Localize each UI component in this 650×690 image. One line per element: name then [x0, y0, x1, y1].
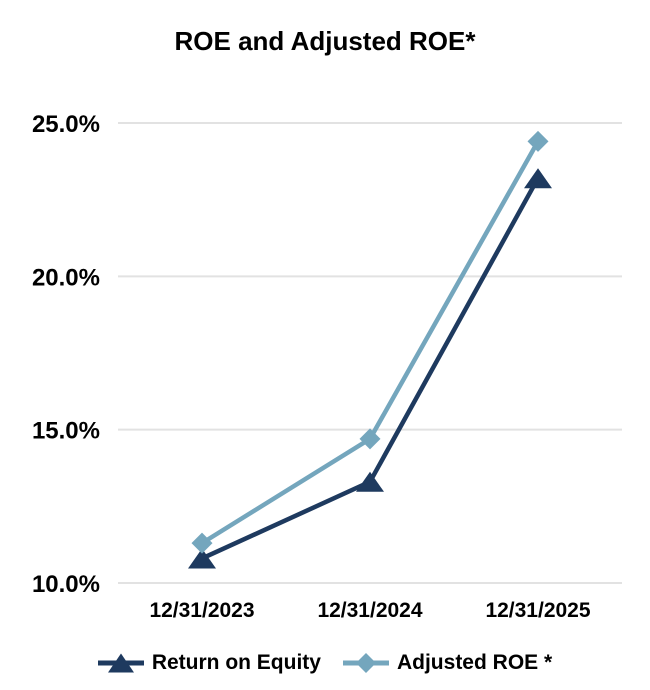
legend: Return on Equity Adjusted ROE *: [0, 642, 650, 684]
y-tick-label: 20.0%: [32, 264, 100, 291]
diamond-marker-icon: [191, 532, 213, 554]
y-tick-label: 10.0%: [32, 571, 100, 598]
x-category-label: 12/31/2023: [149, 599, 254, 622]
legend-item-adjusted-roe: Adjusted ROE *: [342, 648, 553, 678]
chart-title: ROE and Adjusted ROE*: [174, 26, 476, 56]
diamond-marker-icon: [355, 653, 376, 673]
triangle-marker-icon: [524, 168, 552, 189]
x-category-label: 12/31/2025: [485, 599, 590, 622]
y-tick-label: 25.0%: [32, 111, 100, 138]
triangle-marker-icon: [356, 471, 384, 492]
diamond-marker-icon: [359, 428, 381, 450]
x-category-label: 12/31/2024: [317, 599, 422, 622]
legend-item-return-on-equity: Return on Equity: [97, 648, 321, 678]
diamond-marker-icon: [527, 130, 549, 152]
series-line-return-on-equity: [201, 177, 540, 561]
y-tick-label: 15.0%: [32, 418, 100, 445]
triangle-marker-icon: [188, 548, 216, 569]
diamond-marker-icon: [342, 653, 389, 673]
triangle-marker-icon: [107, 653, 134, 673]
triangle-marker-icon: [97, 653, 144, 673]
legend-label-return-on-equity: Return on Equity: [151, 651, 321, 674]
legend-label-adjusted-roe: Adjusted ROE *: [396, 651, 553, 674]
